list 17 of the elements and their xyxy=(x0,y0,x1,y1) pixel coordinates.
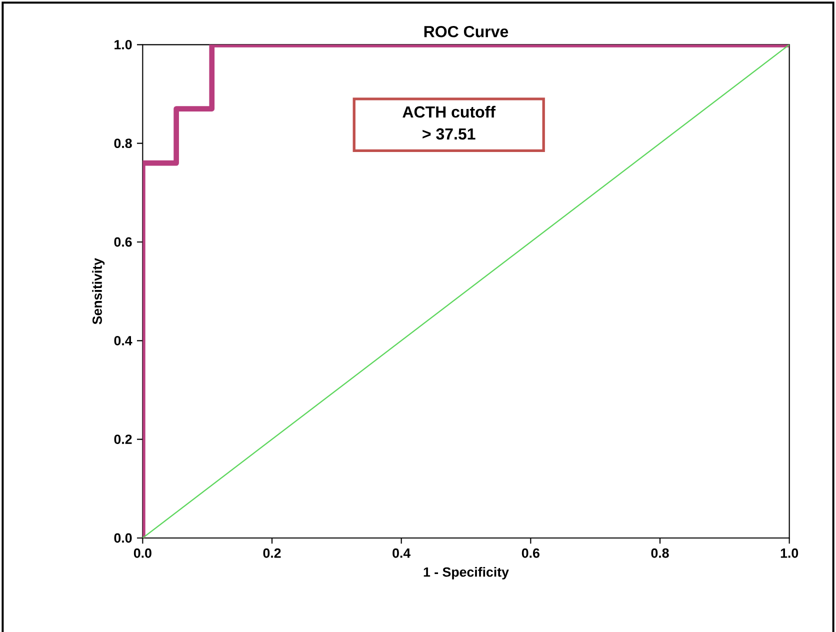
annotation: > 37.51 xyxy=(422,128,476,140)
x-tick-label: 0.8 xyxy=(651,548,669,558)
y-tick-label: 0.2 xyxy=(114,434,132,444)
x-axis-title: 1 - Specificity xyxy=(424,566,509,580)
x-tick-label: 0.4 xyxy=(392,548,411,558)
x-tick-label: 0.6 xyxy=(522,548,540,558)
y-axis-title: Sensitivity xyxy=(92,258,105,324)
y-tick-label: 0.6 xyxy=(114,237,132,247)
x-tick-label: 0.2 xyxy=(263,548,281,558)
y-tick-label: 0.8 xyxy=(114,138,132,148)
y-tick-label: 0.0 xyxy=(114,533,132,543)
x-tick-label: 1.0 xyxy=(780,548,798,558)
annotation: ACTH cutoff xyxy=(402,106,496,118)
x-tick-label: 0.0 xyxy=(134,548,152,558)
y-tick-label: 1.0 xyxy=(114,40,132,50)
y-tick-label: 0.4 xyxy=(114,336,132,346)
chart-title: ROC Curve xyxy=(424,26,508,38)
